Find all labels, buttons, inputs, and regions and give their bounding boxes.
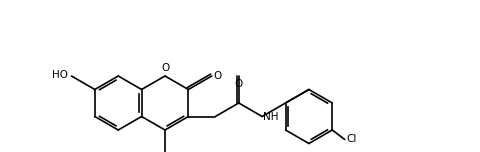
Text: NH: NH <box>263 112 279 123</box>
Text: Cl: Cl <box>347 135 357 144</box>
Text: O: O <box>161 63 169 73</box>
Text: O: O <box>235 79 243 89</box>
Text: HO: HO <box>52 70 69 80</box>
Text: O: O <box>214 71 222 81</box>
